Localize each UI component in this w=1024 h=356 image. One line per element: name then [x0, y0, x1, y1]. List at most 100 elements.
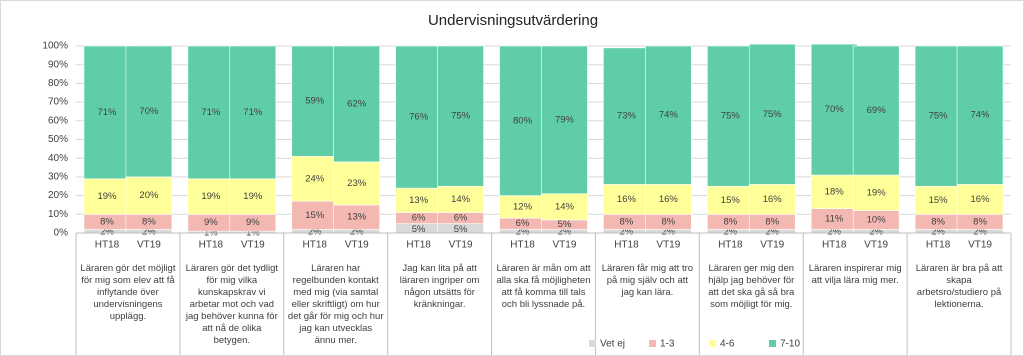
data-label: 2%	[827, 227, 841, 238]
data-label: 2%	[100, 227, 114, 238]
x-tick-label: VT19	[449, 240, 473, 251]
legend-label: 4-6	[720, 339, 735, 350]
data-label: 9%	[204, 217, 218, 228]
bar-segment	[603, 184, 650, 215]
data-label: 71%	[243, 107, 263, 118]
group-label: Läraren får mig att tro på mig själv och…	[601, 263, 694, 298]
data-label: 8%	[142, 216, 156, 227]
y-tick-label: 30%	[48, 172, 68, 183]
data-label: 19%	[97, 191, 117, 202]
data-label: 70%	[139, 106, 159, 117]
bar-segment	[748, 184, 796, 215]
data-label: 75%	[929, 111, 949, 122]
bar-segment	[956, 45, 1004, 185]
y-tick-label: 10%	[48, 209, 68, 220]
data-label: 75%	[451, 111, 471, 122]
bar-segment	[810, 174, 858, 209]
data-label: 8%	[931, 216, 945, 227]
data-label: 8%	[100, 216, 114, 227]
bar-segment	[125, 176, 173, 215]
bar-segment	[291, 156, 339, 202]
bar-segment	[229, 178, 277, 215]
y-tick-label: 80%	[48, 78, 68, 89]
chart-title: Undervisningsutvärdering	[428, 12, 598, 29]
legend-label: 1-3	[660, 339, 675, 350]
data-label: 59%	[305, 96, 325, 107]
bar-segment	[810, 43, 858, 176]
legend-label: Vet ej	[600, 339, 625, 350]
data-label: 6%	[454, 213, 468, 224]
legend-label: 7-10	[780, 339, 800, 350]
bar-segment	[707, 45, 754, 187]
bar-segment	[83, 178, 131, 215]
data-label: 5%	[454, 224, 468, 235]
x-tick-label: HT18	[406, 240, 431, 251]
bar-segment	[914, 45, 962, 187]
group-label: Läraren ger mig den hjälp jag behöver fö…	[708, 263, 795, 310]
y-tick-label: 40%	[48, 153, 68, 164]
data-label: 73%	[617, 111, 637, 122]
data-label: 8%	[723, 216, 737, 227]
legend-swatch	[709, 340, 716, 347]
x-tick-label: HT18	[718, 240, 743, 251]
data-label: 8%	[620, 216, 634, 227]
data-label: 9%	[246, 217, 260, 228]
data-label: 15%	[305, 210, 325, 221]
x-tick-label: HT18	[926, 240, 951, 251]
x-tick-label: VT19	[656, 240, 680, 251]
bar-segment	[83, 45, 131, 180]
data-label: 76%	[409, 112, 429, 123]
y-tick-label: 100%	[42, 41, 68, 52]
bar-segment	[748, 43, 796, 185]
y-tick-label: 70%	[48, 97, 68, 108]
x-tick-label: HT18	[95, 240, 120, 251]
group-label: Jag kan lita på att läraren ingriper om …	[399, 263, 480, 310]
data-label: 70%	[825, 104, 845, 115]
x-tick-label: HT18	[510, 240, 535, 251]
data-label: 19%	[243, 191, 263, 202]
bar-segment	[541, 45, 588, 195]
data-label: 80%	[513, 115, 533, 126]
data-label: 2%	[973, 227, 987, 238]
x-tick-label: VT19	[137, 240, 161, 251]
data-label: 2%	[661, 227, 675, 238]
bar-segment	[229, 45, 277, 180]
y-tick-label: 0%	[54, 228, 69, 239]
data-label: 5%	[558, 219, 572, 230]
x-tick-label: VT19	[760, 240, 784, 251]
data-label: 16%	[763, 194, 783, 205]
group-label: Läraren är mån om att alla ska få möjlig…	[496, 263, 591, 310]
y-tick-label: 50%	[48, 134, 68, 145]
x-tick-label: HT18	[303, 240, 328, 251]
data-label: 19%	[867, 187, 887, 198]
x-tick-label: VT19	[968, 240, 992, 251]
data-label: 2%	[765, 227, 779, 238]
y-tick-label: 90%	[48, 59, 68, 70]
group-label: Läraren inspirerar mig att vilja lära mi…	[808, 263, 902, 286]
data-label: 12%	[513, 201, 533, 212]
data-label: 16%	[659, 194, 679, 205]
data-label: 14%	[451, 194, 471, 205]
data-label: 20%	[139, 190, 159, 201]
data-label: 74%	[659, 110, 679, 121]
data-label: 8%	[765, 216, 779, 227]
data-label: 2%	[142, 227, 156, 238]
data-label: 2%	[869, 227, 883, 238]
y-tick-label: 20%	[48, 190, 68, 201]
bar-segment	[333, 45, 380, 163]
bar-segment	[437, 45, 484, 187]
data-label: 79%	[555, 114, 575, 125]
bar-segment	[914, 185, 962, 215]
data-label: 11%	[825, 213, 844, 224]
data-label: 62%	[347, 98, 367, 109]
data-label: 13%	[347, 212, 367, 223]
data-label: 24%	[305, 173, 325, 184]
group-label: Läraren gör det möjligt för mig som elev…	[80, 263, 176, 322]
data-label: 2%	[350, 227, 364, 238]
x-tick-label: VT19	[864, 240, 888, 251]
legend-swatch	[589, 340, 596, 347]
data-label: 75%	[721, 111, 741, 122]
group-label: Läraren har regelbunden kontakt med mig …	[287, 263, 384, 346]
